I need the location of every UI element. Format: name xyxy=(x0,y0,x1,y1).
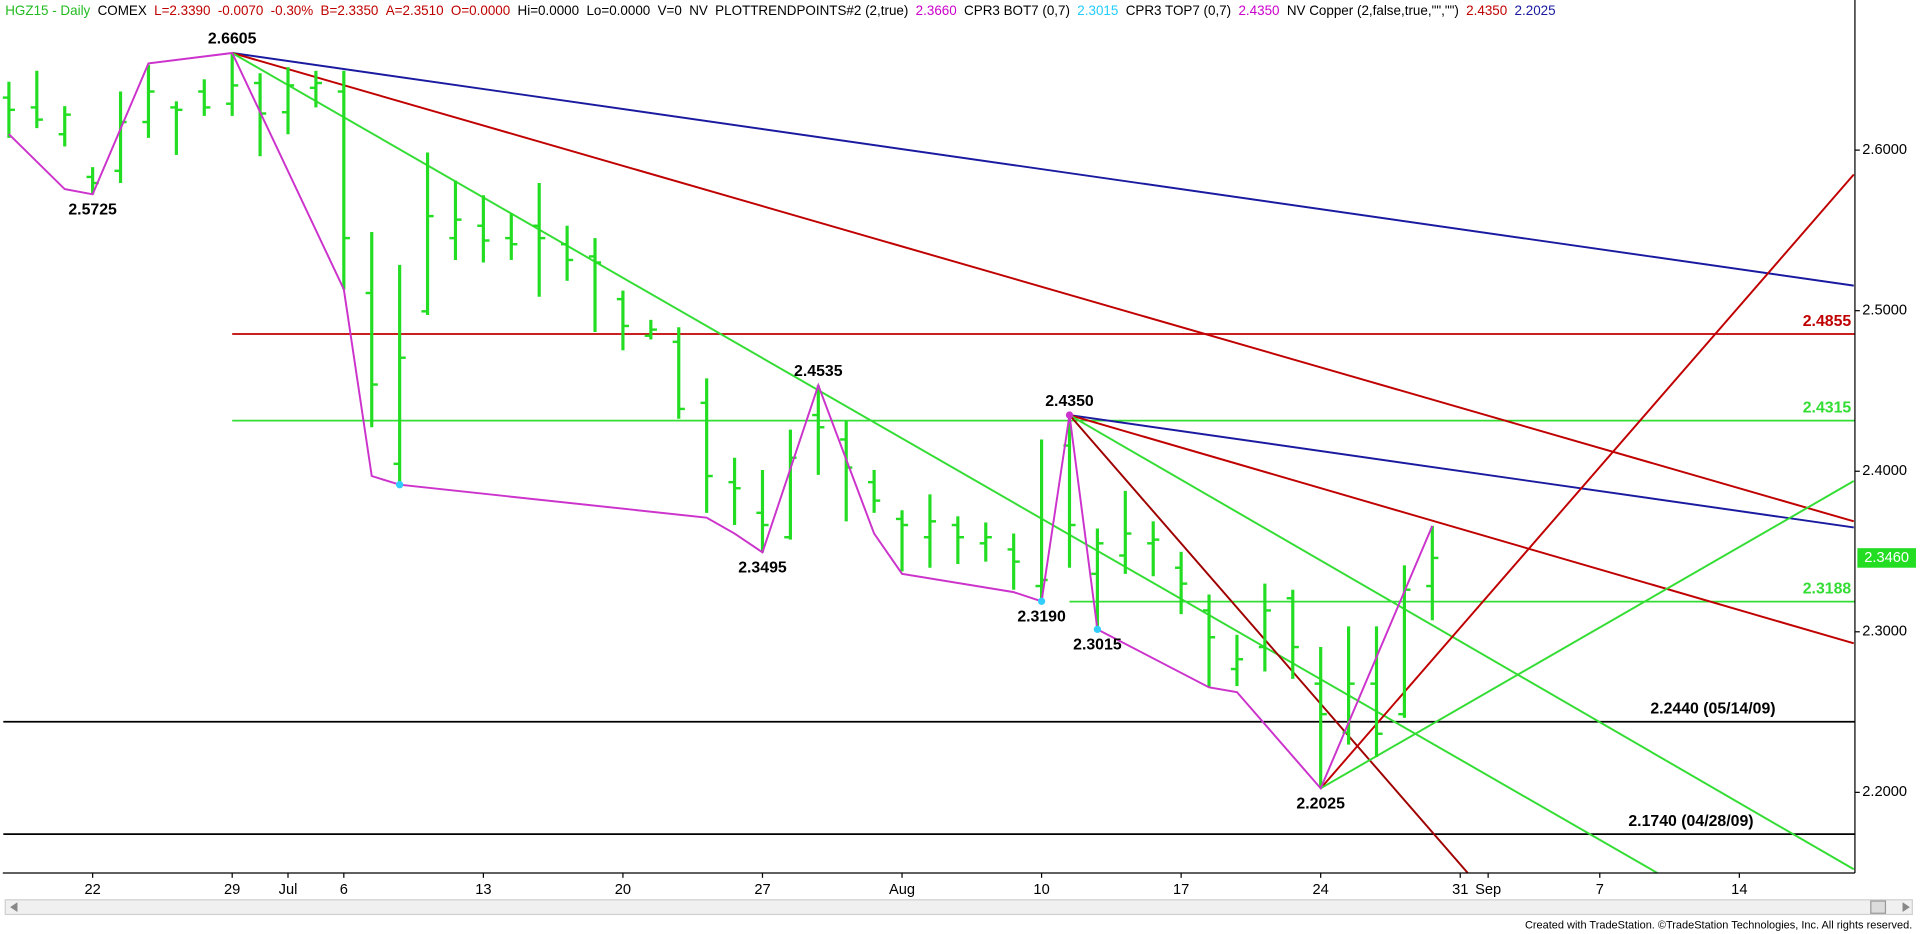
header-item: -0.30% xyxy=(271,3,314,18)
y-tick-label: 2.6000 xyxy=(1862,142,1907,158)
trend-line xyxy=(231,52,1855,523)
pivot-label: 2.2025 xyxy=(1296,795,1345,812)
pivot-marker xyxy=(1065,411,1074,419)
x-tick-label: 6 xyxy=(340,882,348,898)
header-item: L=2.3390 xyxy=(154,3,210,18)
trend-line xyxy=(1069,414,1855,645)
x-tick-label: 13 xyxy=(475,882,491,898)
x-tick-label: Jul xyxy=(279,882,298,898)
pivot-label: 2.5725 xyxy=(68,201,117,218)
header-item: -0.0070 xyxy=(218,3,264,18)
header-item: 2.3015 xyxy=(1077,3,1118,18)
x-tick-label: 22 xyxy=(84,882,100,898)
level-label: 2.4315 xyxy=(1803,400,1852,417)
pivot-marker xyxy=(1093,625,1102,634)
trend-line xyxy=(1068,414,1469,874)
pivot-label: 2.4350 xyxy=(1045,393,1094,410)
pivot-label: 2.4535 xyxy=(794,363,843,380)
y-tick-label: 2.4000 xyxy=(1862,463,1907,479)
last-price-box xyxy=(1857,548,1916,568)
header-item: CPR3 TOP7 (0,7) xyxy=(1126,3,1231,18)
header-item: 2.4350 xyxy=(1466,3,1507,18)
pivot-line xyxy=(8,51,1434,791)
header-item: 2.3660 xyxy=(916,3,957,18)
level-label: 2.2440 (05/14/09) xyxy=(1650,701,1775,718)
x-tick-label: 17 xyxy=(1173,882,1189,898)
x-tick-label: 20 xyxy=(615,882,631,898)
last-price-label: 2.3460 xyxy=(1864,550,1909,566)
header-item: O=0.0000 xyxy=(451,3,510,18)
x-tick-label: 7 xyxy=(1596,882,1604,898)
header-item: CPR3 BOT7 (0,7) xyxy=(964,3,1070,18)
pivot-label: 2.6605 xyxy=(208,31,257,48)
y-tick-label: 2.5000 xyxy=(1862,303,1907,319)
level-label: 2.4855 xyxy=(1803,313,1852,330)
header-item: B=2.3350 xyxy=(321,3,379,18)
header-item: Lo=0.0000 xyxy=(586,3,650,18)
header-item: NV xyxy=(689,3,708,18)
level-label: 2.1740 (04/28/09) xyxy=(1628,813,1753,830)
x-tick-label: 14 xyxy=(1731,882,1747,898)
header: HGZ15 - Daily COMEX L=2.3390 -0.0070 -0.30% B… xyxy=(5,3,1555,18)
header-item: 2.2025 xyxy=(1515,3,1556,18)
trend-line xyxy=(231,52,1658,874)
x-tick-label: Aug xyxy=(889,882,915,898)
x-tick-label: Sep xyxy=(1475,882,1501,898)
x-tick-label: 10 xyxy=(1033,882,1049,898)
header-item: Hi=0.0000 xyxy=(518,3,580,18)
x-tick-label: 31 xyxy=(1452,882,1468,898)
header-item: A=2.3510 xyxy=(386,3,444,18)
header-item: COMEX xyxy=(98,3,147,18)
trend-line xyxy=(1320,480,1855,790)
header-item: 2.4350 xyxy=(1238,3,1279,18)
trend-line xyxy=(1069,414,1855,871)
pivot-marker xyxy=(1037,597,1046,605)
pivot-label: 2.3015 xyxy=(1073,636,1122,653)
scroll-track[interactable] xyxy=(4,899,1913,916)
header-item: HGZ15 - Daily xyxy=(5,3,90,18)
pivot-label: 2.3190 xyxy=(1017,608,1066,625)
scroll-thumb[interactable] xyxy=(1870,900,1887,914)
pivot-marker xyxy=(395,481,404,489)
y-tick-label: 2.2000 xyxy=(1862,784,1907,800)
footer: Created with TradeStation. ©TradeStation… xyxy=(1525,919,1912,931)
scroll-left-arrow[interactable] xyxy=(10,902,18,913)
level-label: 2.3188 xyxy=(1803,581,1852,598)
trend-line xyxy=(1069,414,1854,529)
header-item: V=0 xyxy=(658,3,682,18)
y-tick-label: 2.3000 xyxy=(1862,624,1907,640)
header-item: NV Copper (2,false,true,"","") xyxy=(1287,3,1459,18)
pivot-label: 2.3495 xyxy=(738,559,787,576)
x-tick-label: 29 xyxy=(224,882,240,898)
trend-line xyxy=(1319,173,1855,789)
scroll-right-arrow[interactable] xyxy=(1902,902,1910,913)
plot-area: 2.4855 2.4315 2.3188 2.2440 (05/14/09) 2.174… xyxy=(2,31,1855,874)
x-tick-label: 27 xyxy=(754,882,770,898)
x-tick-label: 24 xyxy=(1313,882,1329,898)
trend-line xyxy=(232,52,1854,287)
header-item: PLOTTRENDPOINTS#2 (2,true) xyxy=(715,3,908,18)
scrollbar[interactable] xyxy=(4,899,1913,916)
